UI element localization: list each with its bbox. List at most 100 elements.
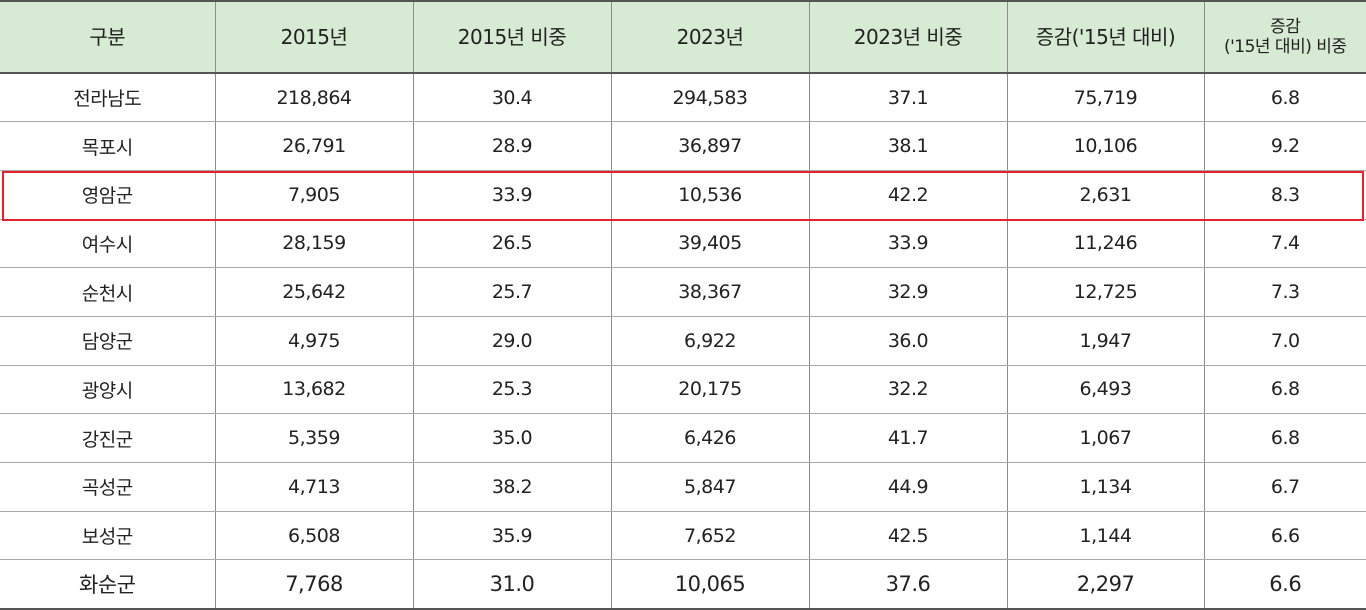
value-cell: 4,975 [215, 316, 413, 365]
region-cell: 목포시 [0, 122, 215, 171]
value-cell: 7,652 [611, 511, 809, 560]
value-cell: 11,246 [1007, 219, 1204, 268]
value-cell: 28.9 [413, 122, 611, 171]
value-cell: 12,725 [1007, 268, 1204, 317]
value-cell: 25.7 [413, 268, 611, 317]
header-2015: 2015년 [215, 1, 413, 73]
value-cell: 29.0 [413, 316, 611, 365]
value-cell: 6.8 [1204, 414, 1366, 463]
value-cell: 26.5 [413, 219, 611, 268]
value-cell: 218,864 [215, 73, 413, 122]
header-category: 구분 [0, 1, 215, 73]
region-cell: 보성군 [0, 511, 215, 560]
header-row: 구분 2015년 2015년 비중 2023년 2023년 비중 증감('15년… [0, 1, 1366, 73]
value-cell: 37.6 [809, 560, 1007, 609]
region-cell: 강진군 [0, 414, 215, 463]
value-cell: 38.1 [809, 122, 1007, 171]
header-change: 증감('15년 대비) [1007, 1, 1204, 73]
value-cell: 294,583 [611, 73, 809, 122]
value-cell: 1,134 [1007, 463, 1204, 512]
value-cell: 2,297 [1007, 560, 1204, 609]
value-cell: 32.2 [809, 365, 1007, 414]
value-cell: 42.5 [809, 511, 1007, 560]
region-cell: 영암군 [0, 170, 215, 219]
value-cell: 10,106 [1007, 122, 1204, 171]
value-cell: 6,922 [611, 316, 809, 365]
value-cell: 8.3 [1204, 170, 1366, 219]
region-cell: 곡성군 [0, 463, 215, 512]
value-cell: 6,493 [1007, 365, 1204, 414]
region-cell: 화순군 [0, 560, 215, 609]
value-cell: 38,367 [611, 268, 809, 317]
value-cell: 39,405 [611, 219, 809, 268]
value-cell: 44.9 [809, 463, 1007, 512]
value-cell: 35.9 [413, 511, 611, 560]
value-cell: 33.9 [809, 219, 1007, 268]
value-cell: 5,359 [215, 414, 413, 463]
value-cell: 28,159 [215, 219, 413, 268]
value-cell: 42.2 [809, 170, 1007, 219]
value-cell: 6.6 [1204, 511, 1366, 560]
value-cell: 33.9 [413, 170, 611, 219]
value-cell: 31.0 [413, 560, 611, 609]
value-cell: 30.4 [413, 73, 611, 122]
value-cell: 4,713 [215, 463, 413, 512]
value-cell: 6.7 [1204, 463, 1366, 512]
value-cell: 9.2 [1204, 122, 1366, 171]
value-cell: 25.3 [413, 365, 611, 414]
value-cell: 1,947 [1007, 316, 1204, 365]
value-cell: 32.9 [809, 268, 1007, 317]
header-change-share: 증감 ('15년 대비) 비중 [1204, 1, 1366, 73]
value-cell: 36.0 [809, 316, 1007, 365]
header-2023-share: 2023년 비중 [809, 1, 1007, 73]
value-cell: 10,065 [611, 560, 809, 609]
value-cell: 5,847 [611, 463, 809, 512]
value-cell: 6.6 [1204, 560, 1366, 609]
region-cell: 담양군 [0, 316, 215, 365]
region-cell: 순천시 [0, 268, 215, 317]
value-cell: 41.7 [809, 414, 1007, 463]
value-cell: 35.0 [413, 414, 611, 463]
value-cell: 10,536 [611, 170, 809, 219]
value-cell: 75,719 [1007, 73, 1204, 122]
value-cell: 6,508 [215, 511, 413, 560]
value-cell: 6.8 [1204, 365, 1366, 414]
value-cell: 36,897 [611, 122, 809, 171]
region-cell: 여수시 [0, 219, 215, 268]
header-change-share-line2: ('15년 대비) 비중 [1205, 37, 1366, 57]
value-cell: 7.3 [1204, 268, 1366, 317]
region-cell: 전라남도 [0, 73, 215, 122]
header-2015-share: 2015년 비중 [413, 1, 611, 73]
value-cell: 13,682 [215, 365, 413, 414]
value-cell: 7.4 [1204, 219, 1366, 268]
value-cell: 1,144 [1007, 511, 1204, 560]
value-cell: 1,067 [1007, 414, 1204, 463]
value-cell: 2,631 [1007, 170, 1204, 219]
value-cell: 7.0 [1204, 316, 1366, 365]
header-change-share-line1: 증감 [1205, 17, 1366, 37]
value-cell: 38.2 [413, 463, 611, 512]
value-cell: 7,905 [215, 170, 413, 219]
value-cell: 6,426 [611, 414, 809, 463]
value-cell: 20,175 [611, 365, 809, 414]
value-cell: 26,791 [215, 122, 413, 171]
header-2023: 2023년 [611, 1, 809, 73]
value-cell: 25,642 [215, 268, 413, 317]
region-cell: 광양시 [0, 365, 215, 414]
value-cell: 7,768 [215, 560, 413, 609]
value-cell: 6.8 [1204, 73, 1366, 122]
value-cell: 37.1 [809, 73, 1007, 122]
